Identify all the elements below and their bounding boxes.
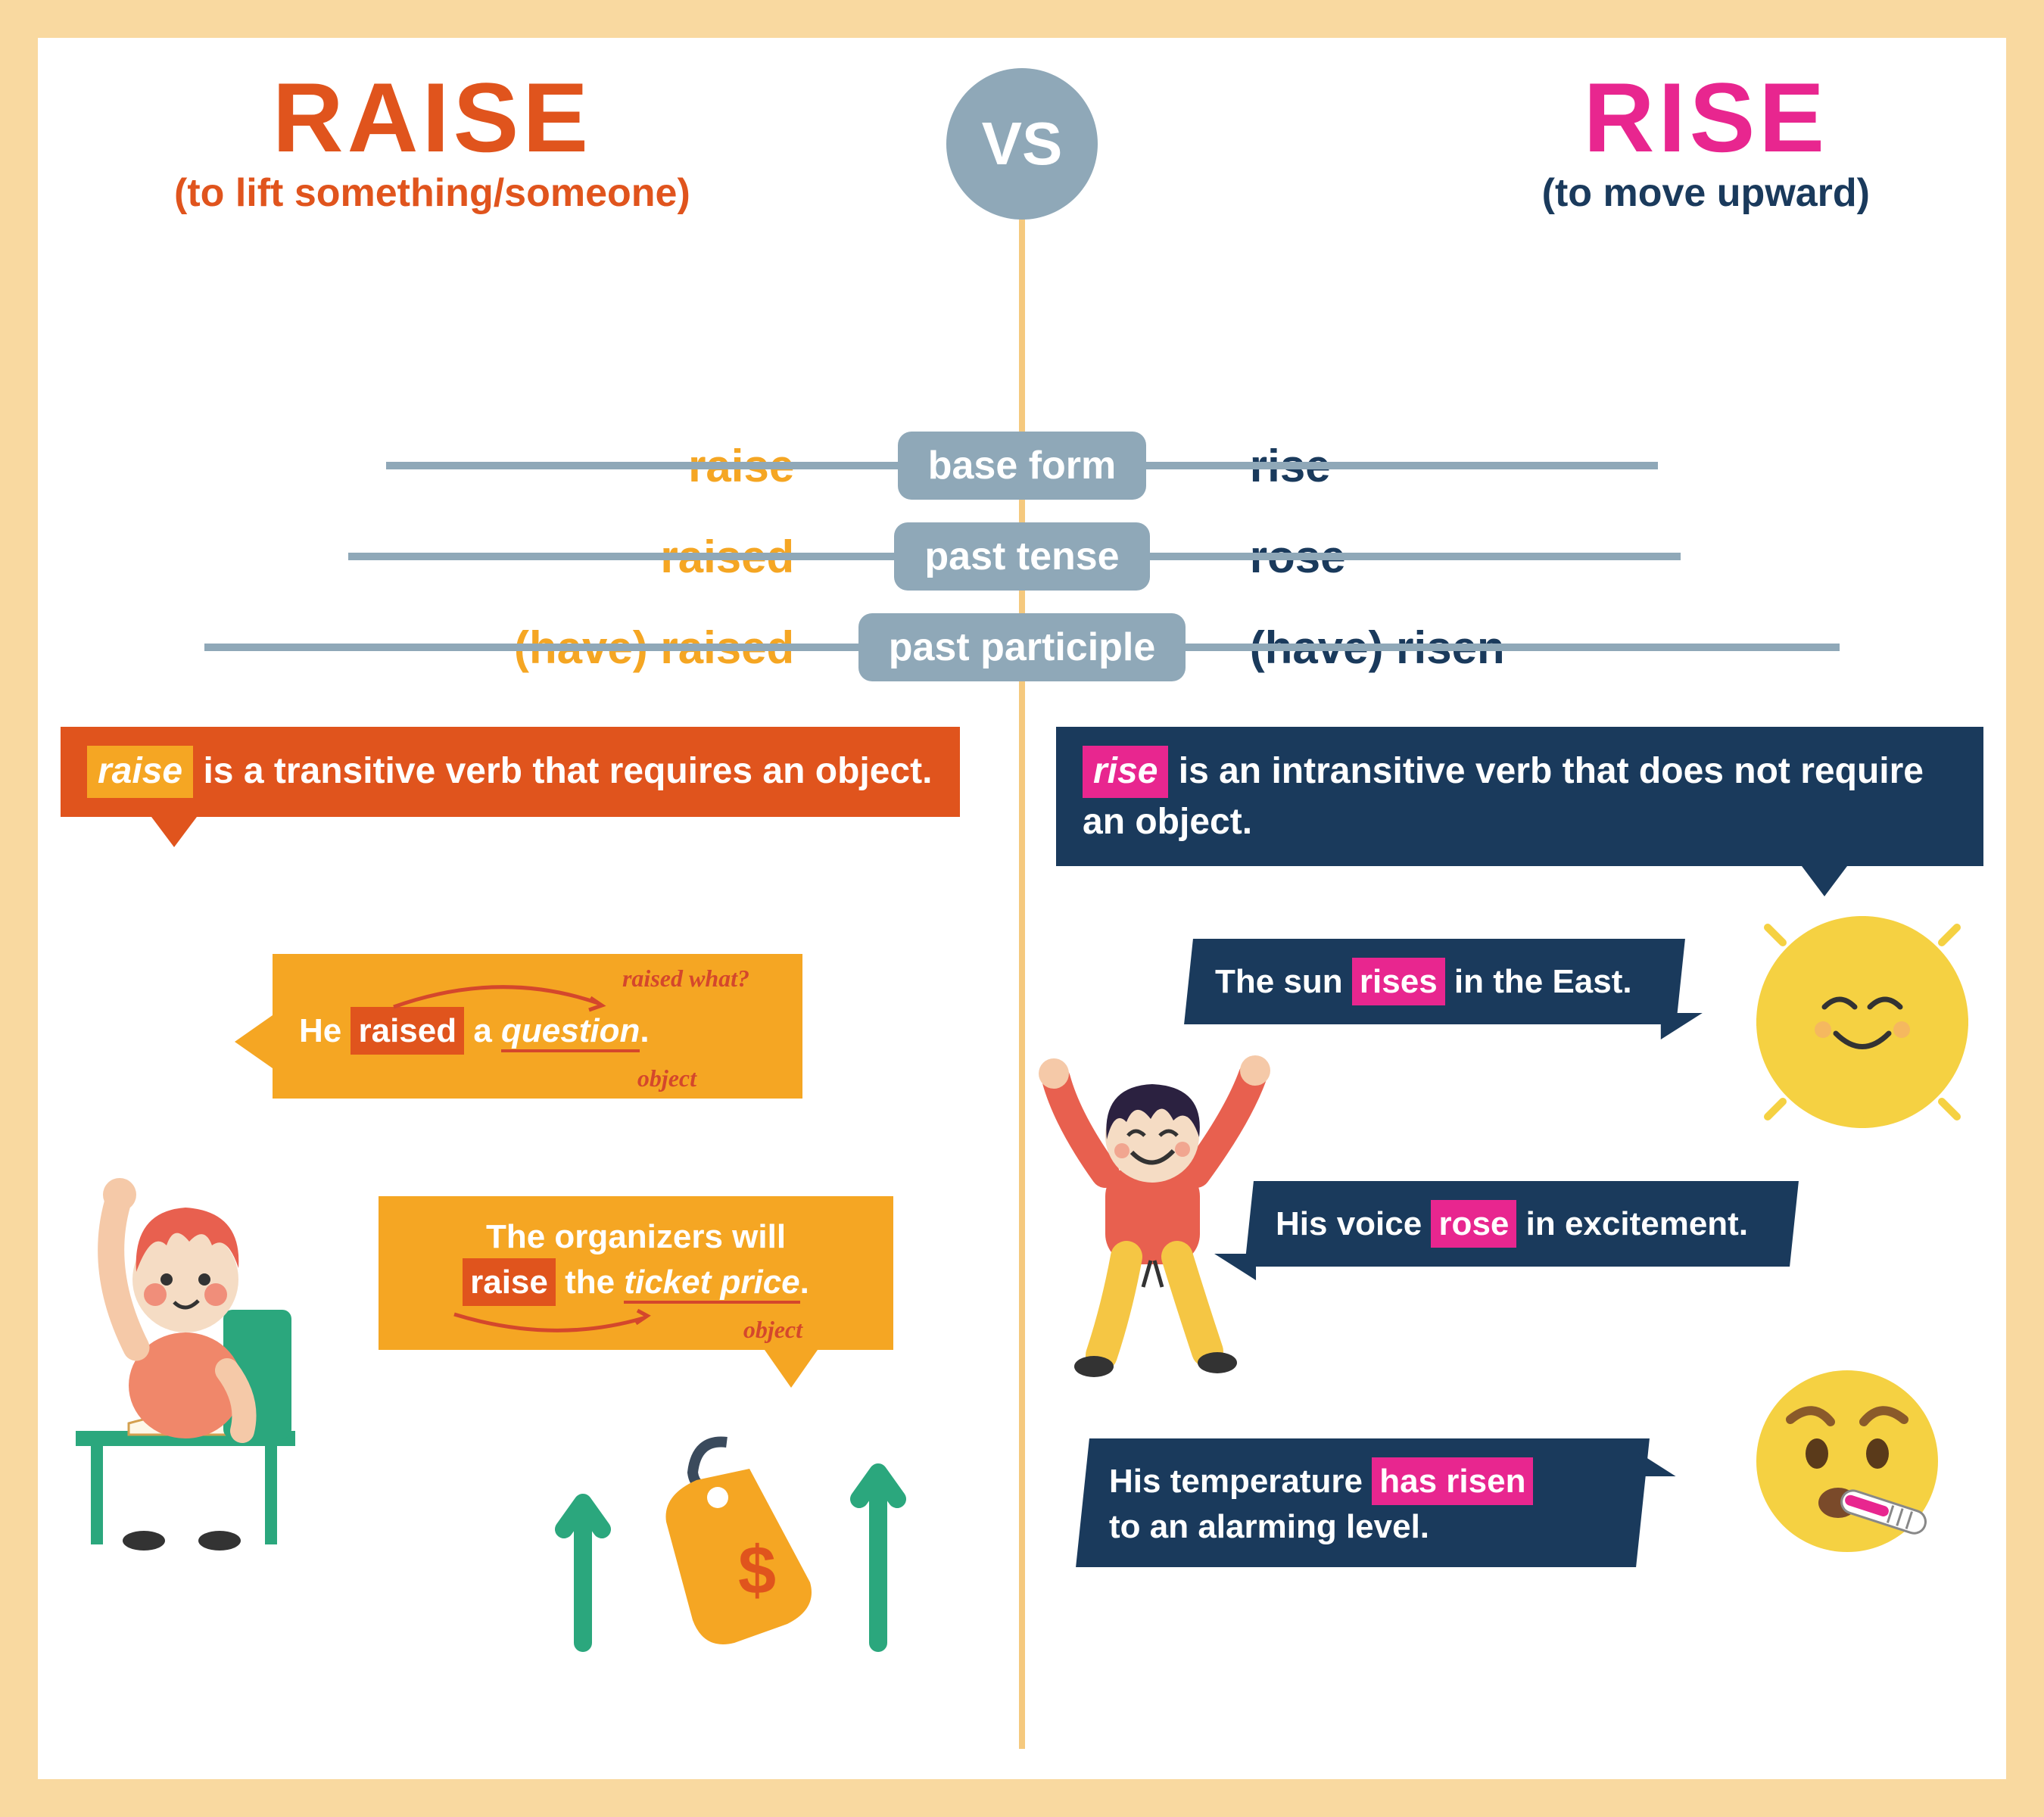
rise-definition: rise is an intransitive verb that does n… bbox=[1056, 727, 1983, 866]
svg-text:$: $ bbox=[738, 1533, 776, 1609]
rise-subtitle: (to move upward) bbox=[1542, 170, 1870, 216]
rise-def-text: is an intransitive verb that does not re… bbox=[1083, 751, 1924, 842]
r-ex1-verb: rises bbox=[1352, 958, 1445, 1005]
r-ex2-post: in excitement. bbox=[1516, 1205, 1748, 1242]
ex2-post: . bbox=[800, 1264, 809, 1301]
rise-example3: His temperature has risen to an alarming… bbox=[1076, 1438, 1650, 1567]
r-ex3-pre: His temperature bbox=[1109, 1463, 1372, 1500]
ex2-line1: The organizers will bbox=[486, 1218, 786, 1255]
form-row-participle: (have) raised past participle (have) ris… bbox=[61, 613, 1983, 681]
raise-example2: The organizers will raise the ticket pri… bbox=[379, 1196, 893, 1350]
r-ex2-pre: His voice bbox=[1276, 1205, 1431, 1242]
price-tag-icon: $ bbox=[545, 1431, 924, 1662]
rise-title: RISE bbox=[1542, 61, 1870, 174]
raise-def-text: is a transitive verb that requires an ob… bbox=[193, 751, 932, 791]
forms-table: raise base form rise raised past tense r… bbox=[61, 432, 1983, 681]
ex1-mid: a bbox=[464, 1012, 501, 1049]
vs-badge: VS bbox=[946, 68, 1098, 220]
ex2-obj: ticket price bbox=[624, 1264, 799, 1304]
ex1-pre: He bbox=[299, 1012, 351, 1049]
raise-def-word: raise bbox=[87, 746, 193, 798]
raise-definition: raise is a transitive verb that requires… bbox=[61, 727, 960, 817]
raise-title: RAISE bbox=[174, 61, 690, 174]
sick-face-icon bbox=[1749, 1363, 1946, 1563]
r-ex1-post: in the East. bbox=[1445, 963, 1632, 1000]
ex1-anno-top: raised what? bbox=[622, 963, 749, 995]
base-label: base form bbox=[898, 432, 1147, 500]
rise-panel: rise is an intransitive verb that does n… bbox=[1037, 727, 1983, 1635]
participle-label: past participle bbox=[858, 613, 1186, 681]
vertical-divider bbox=[1019, 189, 1025, 1749]
sun-icon bbox=[1756, 916, 1968, 1128]
r-ex1-pre: The sun bbox=[1215, 963, 1352, 1000]
ex2-anno: object bbox=[743, 1314, 802, 1346]
form-row-base: raise base form rise bbox=[61, 432, 1983, 500]
ex1-obj: question bbox=[501, 1012, 640, 1052]
raise-subtitle: (to lift something/someone) bbox=[174, 170, 690, 216]
arrow-icon-2 bbox=[447, 1307, 659, 1341]
jumping-kid-icon bbox=[1030, 1052, 1279, 1389]
r-ex3-verb: has risen bbox=[1372, 1457, 1533, 1505]
rise-example2: His voice rose in excitement. bbox=[1245, 1181, 1799, 1267]
arrow-icon bbox=[386, 977, 613, 1014]
student-icon bbox=[53, 1136, 318, 1563]
r-ex2-verb: rose bbox=[1431, 1200, 1516, 1248]
ex1-post: . bbox=[640, 1012, 649, 1049]
raise-example1: He raised a question. raised what? objec… bbox=[273, 954, 802, 1099]
rise-example1: The sun rises in the East. bbox=[1184, 939, 1685, 1024]
past-label: past tense bbox=[894, 522, 1149, 591]
r-ex3-post: to an alarming level. bbox=[1109, 1508, 1429, 1545]
ex2-verb: raise bbox=[463, 1258, 556, 1306]
header-section: RAISE (to lift something/someone) VS RIS… bbox=[61, 61, 1983, 220]
ex2-mid: the bbox=[556, 1264, 624, 1301]
rise-def-word: rise bbox=[1083, 746, 1168, 798]
ex1-anno-bot: object bbox=[637, 1063, 696, 1095]
raise-panel: raise is a transitive verb that requires… bbox=[61, 727, 1007, 1635]
form-row-past: raised past tense rose bbox=[61, 522, 1983, 591]
